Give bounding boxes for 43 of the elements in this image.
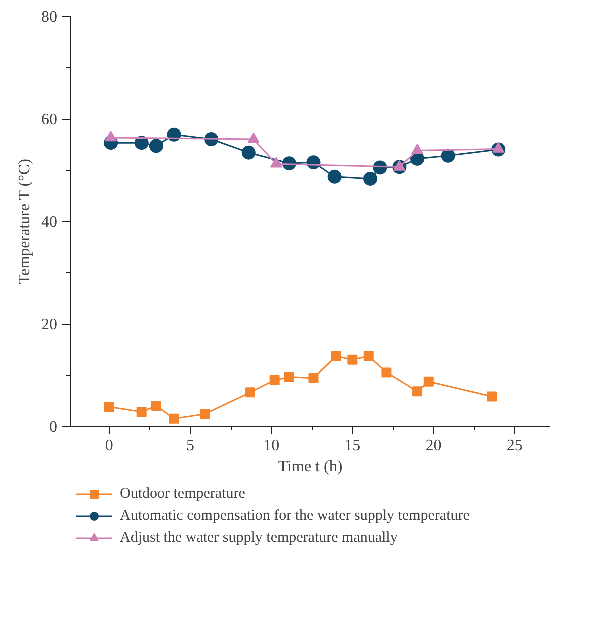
point bbox=[394, 160, 406, 171]
point bbox=[151, 401, 162, 411]
legend-label: Adjust the water supply temperature manually bbox=[120, 530, 398, 546]
point bbox=[246, 388, 256, 398]
point bbox=[169, 414, 180, 424]
x-tick-label: 10 bbox=[264, 438, 280, 454]
legend-label: Outdoor temperature bbox=[120, 486, 246, 502]
point bbox=[348, 354, 358, 365]
x-tick-label: 20 bbox=[426, 438, 442, 454]
point bbox=[364, 351, 374, 362]
y-tick-label: 0 bbox=[50, 419, 58, 436]
x-axis-title: Time t (h) bbox=[278, 458, 343, 476]
legend-label: Automatic compensation for the water supply temperature bbox=[120, 508, 470, 524]
point bbox=[441, 148, 456, 163]
y-tick-label: 40 bbox=[42, 214, 58, 231]
point bbox=[412, 386, 423, 397]
point bbox=[331, 351, 342, 362]
point bbox=[487, 392, 498, 402]
y-tick-label: 60 bbox=[42, 112, 58, 128]
point bbox=[424, 376, 434, 387]
y-axis-title: Temperature T (°C) bbox=[16, 159, 34, 285]
y-tick-label: 20 bbox=[42, 316, 58, 334]
x-tick-label: 0 bbox=[105, 438, 114, 454]
point bbox=[105, 131, 118, 142]
point bbox=[308, 373, 319, 384]
point bbox=[200, 409, 210, 420]
point bbox=[382, 368, 392, 378]
point bbox=[104, 402, 114, 412]
point bbox=[412, 144, 424, 154]
point bbox=[270, 375, 280, 386]
point bbox=[136, 407, 147, 418]
x-tick-label: 5 bbox=[186, 438, 194, 454]
x-tick-label: 15 bbox=[344, 438, 361, 454]
point bbox=[284, 372, 294, 382]
point bbox=[328, 170, 342, 184]
point bbox=[492, 142, 505, 153]
point bbox=[242, 146, 256, 160]
point bbox=[149, 139, 164, 154]
y-tick-label: 80 bbox=[42, 9, 58, 26]
point bbox=[270, 157, 282, 168]
x-tick-label: 25 bbox=[506, 438, 523, 454]
point bbox=[364, 172, 378, 186]
point bbox=[248, 132, 260, 144]
